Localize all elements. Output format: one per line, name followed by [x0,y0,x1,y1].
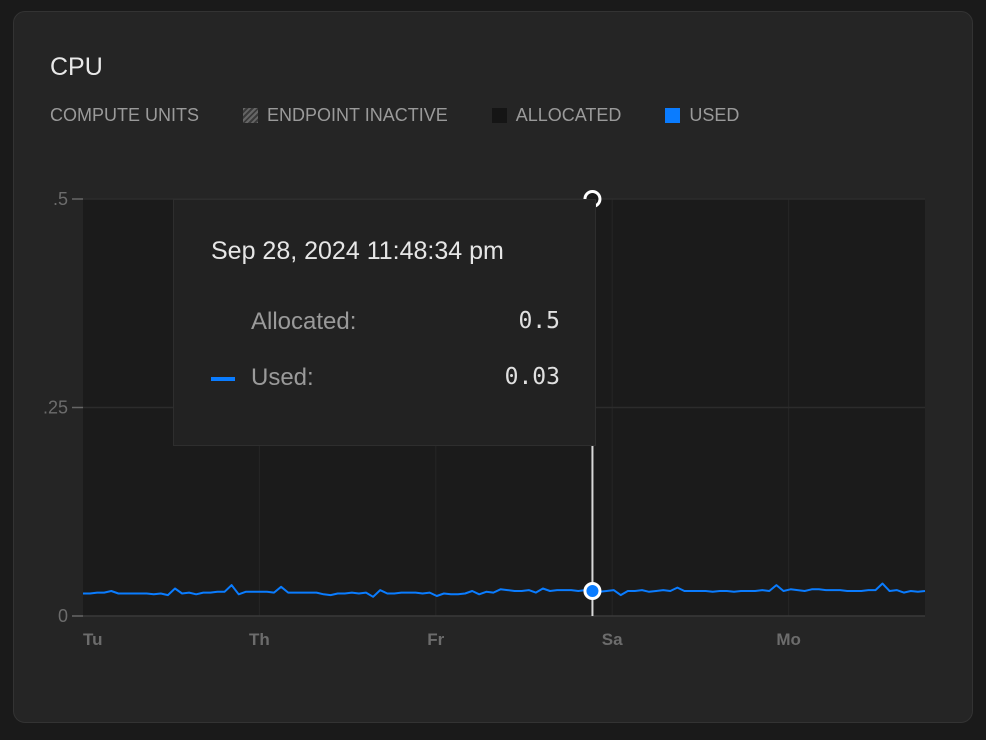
y-tick-label: .5 [53,189,68,209]
legend-unit-label: COMPUTE UNITS [50,105,200,125]
legend-item-allocated[interactable]: ALLOCATED [491,105,621,126]
legend: COMPUTE UNITS ENDPOINT INACTIVE ALLOCATE… [50,105,783,126]
used-series-line [83,582,926,598]
chart-title: CPU [50,53,103,81]
used-line-icon [211,377,235,381]
x-tick-label: Fr [427,630,444,649]
allocated-swatch-icon [491,108,507,123]
chart-tooltip: Sep 28, 2024 11:48:34 pm Allocated: 0.5 … [173,199,596,446]
x-tick-label: Th [249,630,270,649]
used-hover-marker [583,581,602,600]
legend-item-endpoint-inactive[interactable]: ENDPOINT INACTIVE [243,105,448,126]
tooltip-timestamp: Sep 28, 2024 11:48:34 pm [211,237,504,265]
y-tick-label: .25 [43,398,68,418]
legend-item-used[interactable]: USED [665,105,739,126]
used-swatch-icon [665,108,681,123]
x-tick-label: Tu [83,630,103,649]
y-tick-label: 0 [58,606,68,626]
x-tick-label: Mo [776,630,801,649]
x-tick-label: Sa [602,630,623,649]
hatched-swatch-icon [243,108,259,123]
